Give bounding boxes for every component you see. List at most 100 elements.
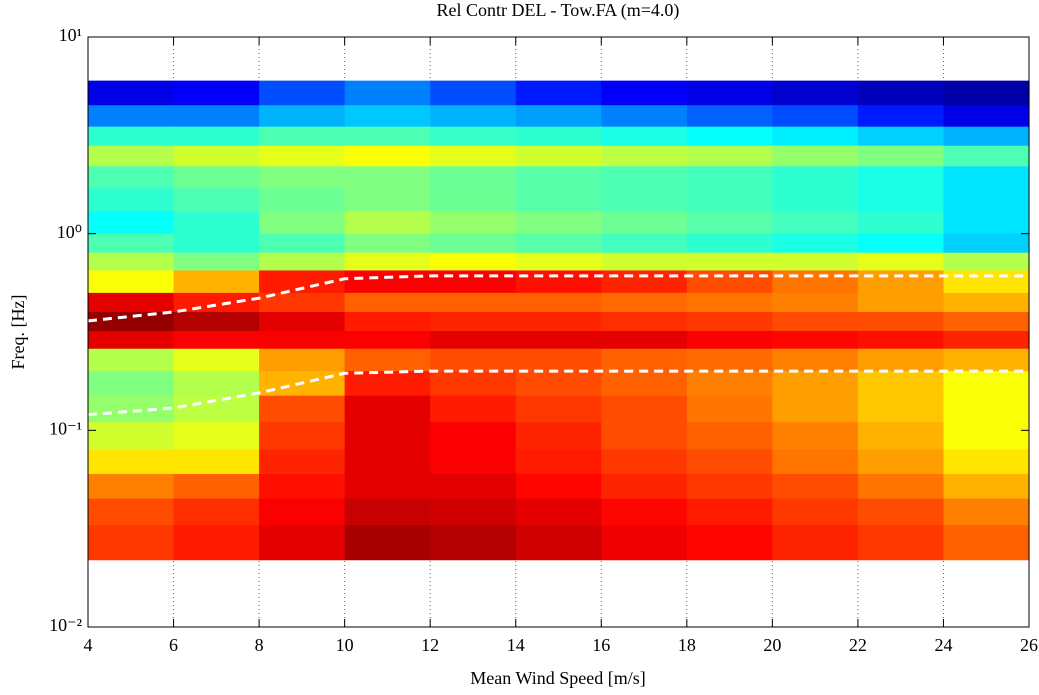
heat-cell (515, 311, 602, 332)
heat-cell (173, 270, 260, 294)
x-tick-label: 4 (84, 635, 93, 655)
heat-cell (686, 188, 773, 212)
heat-cell (344, 166, 431, 189)
heat-cell (259, 166, 346, 189)
heat-cell (857, 473, 945, 500)
heat-cell (173, 105, 260, 128)
heat-cell (601, 80, 688, 106)
heat-cell (686, 166, 773, 189)
heat-cell (943, 473, 1030, 500)
heat-cell (772, 166, 859, 189)
heat-cell (857, 211, 945, 235)
heat-cell (943, 105, 1030, 128)
heat-cell (430, 105, 517, 128)
heat-cell (88, 311, 175, 332)
heat-cell (173, 211, 260, 235)
heat-cell (601, 252, 688, 272)
heat-cell (344, 348, 431, 372)
heat-cell (88, 348, 175, 372)
heat-cell (601, 105, 688, 128)
heat-cell (686, 395, 773, 423)
heat-cell (772, 422, 859, 450)
heat-cell (772, 395, 859, 423)
heat-cell (601, 473, 688, 500)
heat-cell (943, 348, 1030, 372)
heat-cell (430, 80, 517, 106)
heat-cell (259, 233, 346, 254)
heat-cell (686, 311, 773, 332)
heat-cell (344, 498, 431, 526)
heat-cell (88, 449, 175, 475)
heat-cell (601, 395, 688, 423)
heat-cell (344, 145, 431, 167)
heat-cell (430, 525, 517, 561)
heat-cell (88, 252, 175, 272)
heat-cell (857, 525, 945, 561)
heat-cell (259, 270, 346, 294)
heat-cell (686, 371, 773, 397)
heat-cell (601, 330, 688, 350)
heat-cell (430, 422, 517, 450)
heat-cell (943, 525, 1030, 561)
heat-cell (430, 498, 517, 526)
heat-cell (857, 233, 945, 254)
y-tick-label: 10⁻¹ (49, 418, 82, 438)
heat-cell (601, 188, 688, 212)
heat-cell (259, 292, 346, 313)
heat-cell (686, 252, 773, 272)
heat-cell (88, 473, 175, 500)
heat-cell (857, 105, 945, 128)
heat-cell (943, 233, 1030, 254)
heat-cell (772, 348, 859, 372)
heat-cell (686, 292, 773, 313)
x-tick-label: 22 (849, 635, 867, 655)
chart-title: Rel Contr DEL - Tow.FA (m=4.0) (437, 0, 680, 21)
x-tick-label: 14 (507, 635, 525, 655)
heat-cell (686, 270, 773, 294)
heat-cell (515, 211, 602, 235)
heat-cell (601, 126, 688, 147)
heat-cell (344, 270, 431, 294)
heat-cell (430, 233, 517, 254)
x-tick-label: 6 (169, 635, 178, 655)
heat-cell (943, 211, 1030, 235)
heat-cell (686, 80, 773, 106)
heat-cell (943, 311, 1030, 332)
heat-cell (772, 211, 859, 235)
x-tick-label: 20 (763, 635, 781, 655)
heat-cell (259, 348, 346, 372)
heat-cell (772, 498, 859, 526)
heat-cell (943, 145, 1030, 167)
heat-cell (601, 311, 688, 332)
heat-cell (88, 233, 175, 254)
heat-cell (259, 252, 346, 272)
heat-cell (601, 233, 688, 254)
heat-cell (173, 252, 260, 272)
heat-cell (857, 371, 945, 397)
heat-cell (173, 126, 260, 147)
heat-cell (88, 126, 175, 147)
heat-cell (515, 498, 602, 526)
heat-cell (857, 292, 945, 313)
heat-cell (88, 80, 175, 106)
heat-cell (943, 188, 1030, 212)
heat-cell (857, 422, 945, 450)
heat-cell (430, 292, 517, 313)
heat-cell (686, 105, 773, 128)
heat-cell (344, 126, 431, 147)
heat-cell (88, 330, 175, 350)
heat-cell (259, 188, 346, 212)
heat-cell (515, 395, 602, 423)
heat-cell (344, 188, 431, 212)
heat-cell (515, 330, 602, 350)
heat-cell (857, 166, 945, 189)
heat-cell (943, 395, 1030, 423)
heat-cell (173, 371, 260, 397)
y-tick-label: 10⁰ (57, 222, 82, 242)
heat-cell (772, 371, 859, 397)
heat-cell (259, 498, 346, 526)
heat-cell (772, 252, 859, 272)
heat-cell (173, 498, 260, 526)
